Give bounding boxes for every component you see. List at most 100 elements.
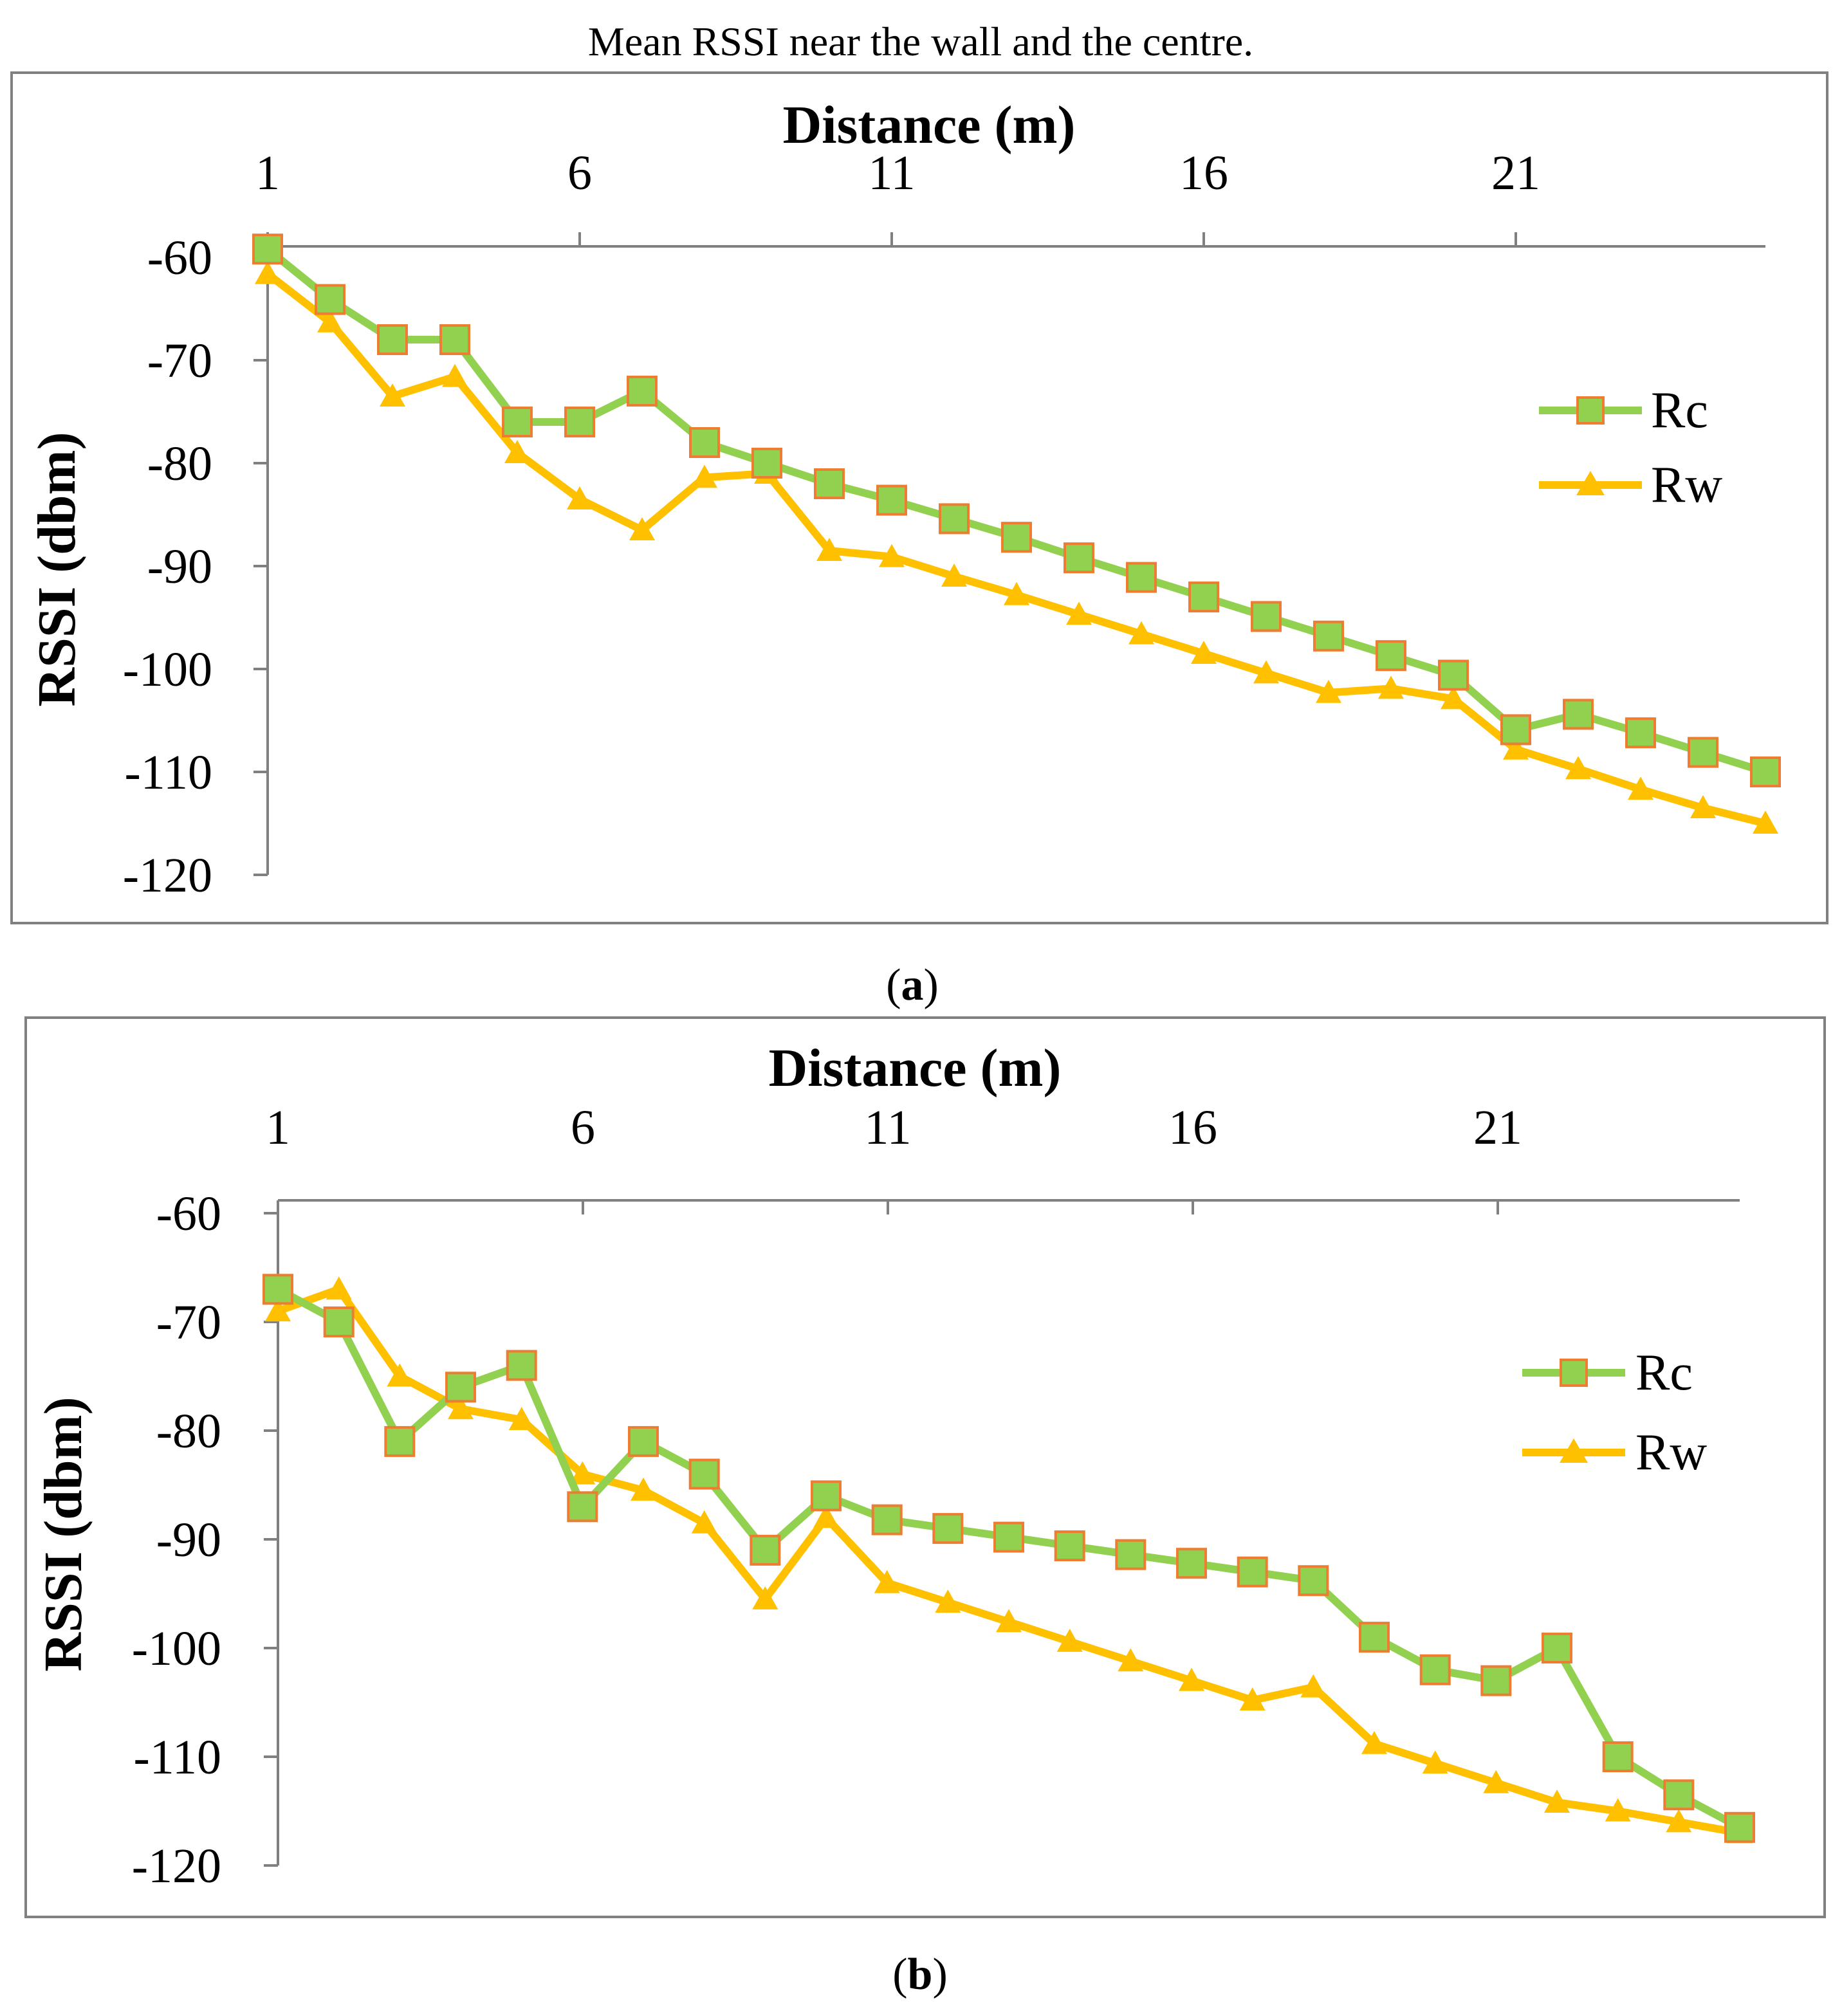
data-point-rc-b-13 [993, 1521, 1024, 1553]
x-tick-label-a-6: 6 [567, 146, 592, 200]
data-point-rc-a-10 [814, 468, 845, 499]
x-axis-title-a: Distance (m) [783, 95, 1076, 155]
legend-swatch-marker-rc-a [1576, 396, 1605, 425]
series-line-rc-b [276, 1286, 1742, 1831]
y-tick-label-b-60: -60 [156, 1187, 221, 1241]
data-point-rc-a-14 [1064, 542, 1094, 574]
data-point-rw-b-10 [813, 1505, 839, 1528]
data-point-rc-b-1 [262, 1274, 293, 1305]
data-point-rw-a-2 [317, 309, 343, 333]
data-point-rc-b-8 [688, 1458, 720, 1490]
series-rw-a [255, 261, 1778, 834]
data-point-rw-b-17 [1239, 1687, 1266, 1711]
data-point-rc-b-23 [1602, 1741, 1634, 1772]
legend-a: Rc Rw [1539, 382, 1722, 513]
panel-label-b-close: ) [932, 1950, 947, 1999]
panel-label-a-open: ( [886, 960, 901, 1010]
data-point-rw-b-14 [1056, 1628, 1083, 1652]
data-point-rc-a-8 [689, 427, 720, 458]
data-point-rw-a-13 [1004, 582, 1029, 605]
data-point-rc-a-13 [1001, 522, 1032, 553]
legend-label-rc-a: Rc [1651, 382, 1708, 439]
legend-swatch-marker-rc-b [1560, 1359, 1588, 1387]
y-tick-label-b-90: -90 [156, 1513, 221, 1567]
data-point-rc-b-5 [506, 1350, 537, 1381]
data-point-rw-b-5 [508, 1407, 535, 1431]
data-point-rw-a-24 [1690, 795, 1716, 818]
x-tick-label-b-6: 6 [571, 1101, 595, 1155]
series-markers-rw-a [255, 261, 1778, 834]
data-point-rc-b-15 [1115, 1539, 1147, 1570]
data-point-rw-b-8 [691, 1510, 717, 1534]
legend-item-rc-a: Rc [1539, 382, 1708, 439]
data-point-rw-a-17 [1253, 660, 1279, 684]
chart-panel-a: Distance (m) RSSI (dbm) 1 6 11 16 21 [10, 71, 1828, 924]
data-point-rc-b-17 [1237, 1556, 1268, 1588]
data-point-rw-b-19 [1361, 1730, 1387, 1754]
y-tick-label-a-120: -120 [123, 848, 212, 903]
chart-frame-b [24, 1016, 1826, 1918]
y-tick-label-a-60: -60 [147, 231, 212, 285]
y-tick-label-b-110: -110 [134, 1730, 222, 1784]
y-tick-label-a-110: -110 [125, 746, 213, 800]
data-point-rw-a-4 [442, 363, 468, 387]
data-point-rw-a-6 [567, 486, 593, 509]
data-point-rc-b-7 [628, 1425, 659, 1457]
data-point-rc-b-14 [1054, 1530, 1085, 1562]
data-point-rw-a-20 [1441, 686, 1466, 710]
data-point-rc-b-3 [384, 1425, 416, 1457]
x-axis-title-b: Distance (m) [769, 1038, 1062, 1098]
data-point-rw-b-2 [326, 1276, 352, 1300]
page-title: Mean RSSI near the wall and the centre. [588, 19, 1253, 64]
data-point-rw-b-9 [752, 1586, 778, 1609]
series-markers-rw-b [265, 1276, 1753, 1844]
data-point-rc-b-11 [871, 1504, 903, 1535]
data-point-rw-a-23 [1628, 776, 1653, 800]
legend-item-rc-b: Rc [1522, 1344, 1693, 1401]
data-point-rc-a-4 [439, 324, 470, 355]
x-tick-label-a-11: 11 [868, 146, 915, 200]
data-point-rw-a-22 [1565, 756, 1591, 780]
data-point-rc-b-22 [1542, 1633, 1572, 1663]
legend-label-rc-b: Rc [1635, 1344, 1693, 1401]
data-point-rc-b-16 [1176, 1548, 1207, 1579]
data-point-rc-a-1 [252, 234, 283, 265]
y-axis-title-b: RSSI (dbm) [33, 1397, 93, 1671]
data-point-rc-b-10 [811, 1480, 842, 1512]
data-point-rc-b-19 [1359, 1622, 1390, 1653]
data-point-rw-b-24 [1666, 1809, 1692, 1833]
series-markers-rc-a [252, 234, 1781, 787]
data-point-rw-b-21 [1483, 1770, 1509, 1793]
data-point-rw-a-12 [941, 564, 967, 587]
legend-label-rw-a: Rw [1651, 457, 1722, 513]
y-tick-label-b-70: -70 [156, 1296, 221, 1350]
data-point-rc-b-12 [932, 1513, 964, 1544]
data-point-rw-b-7 [631, 1477, 656, 1501]
chart-panel-b: Distance (m) RSSI (dbm) 1 6 11 16 21 -60 [24, 1016, 1826, 1918]
data-point-rc-a-6 [564, 407, 595, 437]
panel-label-b-open: ( [892, 1950, 907, 1999]
data-point-rc-a-15 [1126, 562, 1157, 593]
data-point-rw-a-3 [380, 383, 405, 407]
y-axis-title-a: RSSI (dbm) [27, 432, 87, 706]
data-point-rw-b-15 [1118, 1648, 1144, 1672]
panel-label-b-letter: b [908, 1950, 933, 1999]
data-point-rw-a-15 [1128, 621, 1154, 645]
data-point-rw-b-20 [1422, 1750, 1448, 1774]
data-point-rc-a-9 [751, 448, 782, 479]
x-tick-label-a-16: 16 [1179, 146, 1228, 200]
data-point-rw-a-14 [1066, 601, 1092, 625]
data-point-rw-b-16 [1179, 1667, 1204, 1691]
data-point-rw-a-8 [692, 464, 717, 488]
y-tick-label-b-120: -120 [132, 1839, 221, 1893]
data-point-rc-a-24 [1688, 737, 1718, 768]
data-point-rc-b-21 [1480, 1665, 1512, 1696]
data-point-rc-b-9 [750, 1534, 781, 1566]
data-point-rc-a-19 [1376, 640, 1406, 672]
data-point-rc-a-20 [1438, 659, 1469, 691]
x-ticks-a: 1 6 11 16 21 [255, 146, 1540, 246]
chart-frame-a [10, 71, 1828, 924]
data-point-rc-a-11 [876, 484, 907, 516]
x-tick-label-b-1: 1 [266, 1101, 290, 1155]
